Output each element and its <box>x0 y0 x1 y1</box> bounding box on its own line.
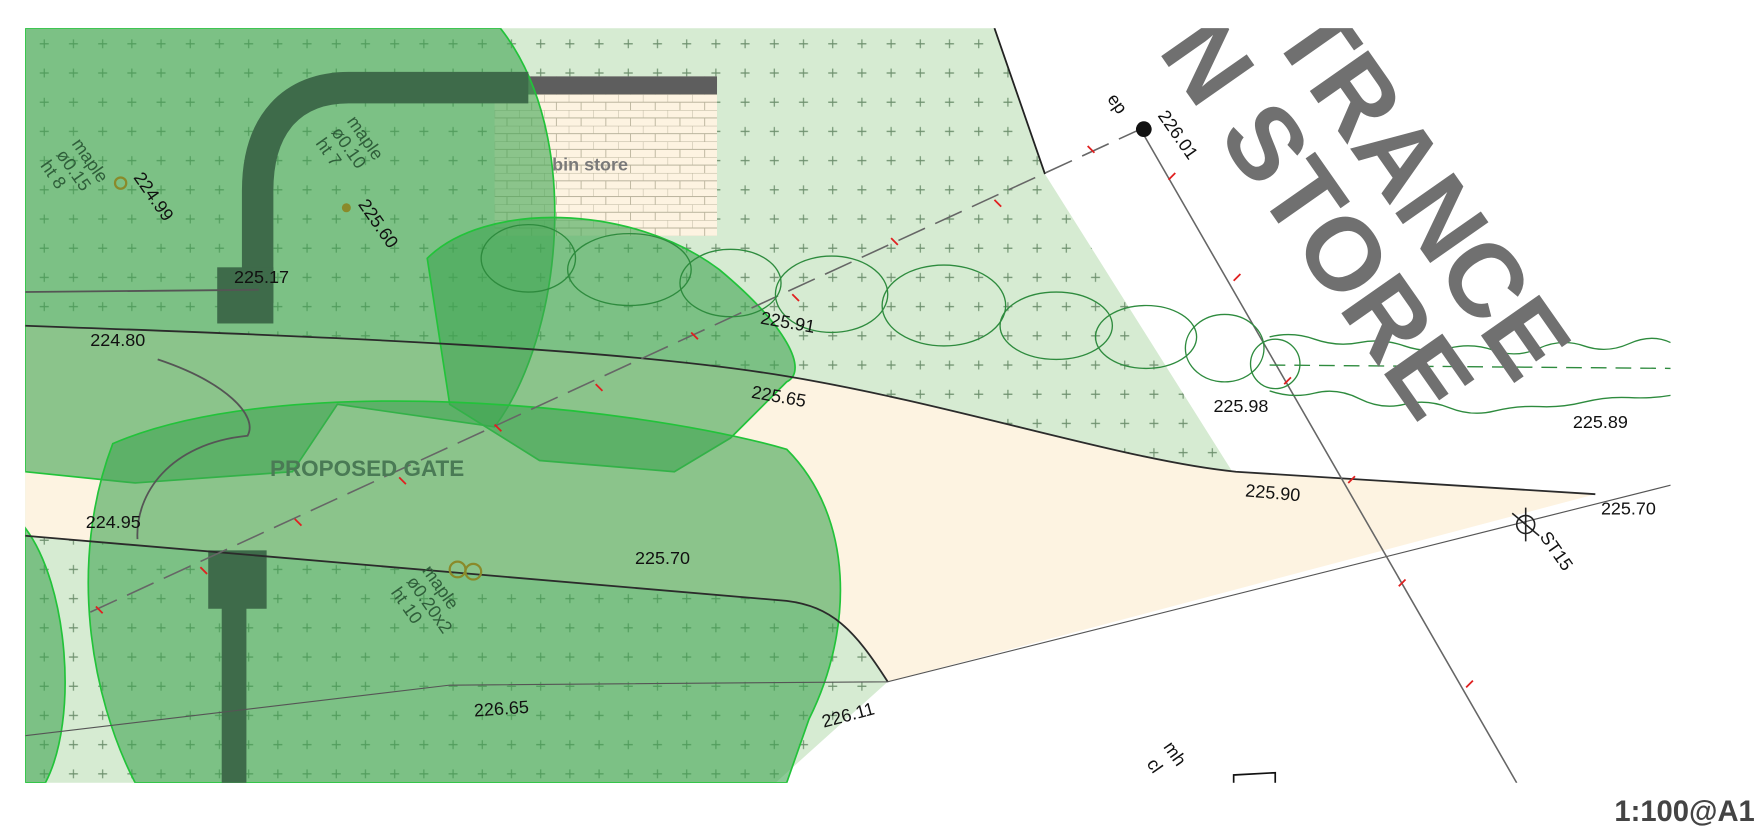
level: 225.70 <box>635 548 690 568</box>
level: 224.95 <box>86 512 141 532</box>
shrub <box>1094 304 1198 370</box>
canopy <box>25 526 66 783</box>
contour <box>25 534 889 683</box>
level: 225.89 <box>1573 412 1628 432</box>
label: PROPOSED GATE <box>270 456 464 481</box>
scale: 1:100@A1 <box>1614 796 1754 828</box>
level: 225.90 <box>1245 480 1302 505</box>
survey-line <box>89 128 1141 613</box>
shrub <box>1184 313 1265 383</box>
station-marker <box>1511 507 1540 542</box>
contour <box>25 484 1671 737</box>
contour <box>25 324 1596 496</box>
chevron <box>95 145 1474 689</box>
label: cl <box>1143 755 1167 777</box>
shrub <box>999 291 1114 361</box>
shrub <box>566 232 692 307</box>
station-cross <box>1511 507 1540 542</box>
level: 226.65 <box>473 697 529 721</box>
bin-store-wall <box>494 76 718 95</box>
shrub <box>679 248 782 318</box>
tree-trunk <box>464 562 483 581</box>
hedge <box>480 223 1671 414</box>
wall <box>241 71 529 304</box>
contour <box>25 288 259 293</box>
drawing: TRANCE N STORE ep 226.01 bin store maple… <box>25 28 1671 783</box>
post <box>217 267 274 324</box>
label: bin store <box>552 155 628 175</box>
hedge-centre <box>1269 364 1671 370</box>
shrub <box>1249 338 1301 390</box>
canopies <box>25 28 842 783</box>
tree-trunk <box>113 176 128 190</box>
shrub <box>881 264 1007 347</box>
manhole <box>1232 771 1277 783</box>
heading: TRANCE N STORE <box>1139 28 1593 438</box>
canopy <box>87 400 842 783</box>
level: 224.80 <box>90 330 145 350</box>
hedge-edge <box>1269 390 1671 414</box>
shrub <box>774 255 889 334</box>
tree-trunk <box>341 203 351 213</box>
chevrons <box>95 145 1474 689</box>
survey-line <box>1139 128 1518 783</box>
post <box>208 550 267 609</box>
level: 225.98 <box>1213 396 1268 416</box>
shrub <box>480 223 577 293</box>
label: ep <box>1103 90 1131 118</box>
boundary <box>993 28 1046 175</box>
contours <box>25 28 1671 737</box>
label: ST15 <box>1536 528 1577 575</box>
level: 225.17 <box>234 267 289 287</box>
level: 225.70 <box>1601 498 1656 518</box>
hedge-edge <box>1269 333 1671 355</box>
survey-point <box>1135 121 1152 138</box>
gate-swing <box>136 358 251 540</box>
